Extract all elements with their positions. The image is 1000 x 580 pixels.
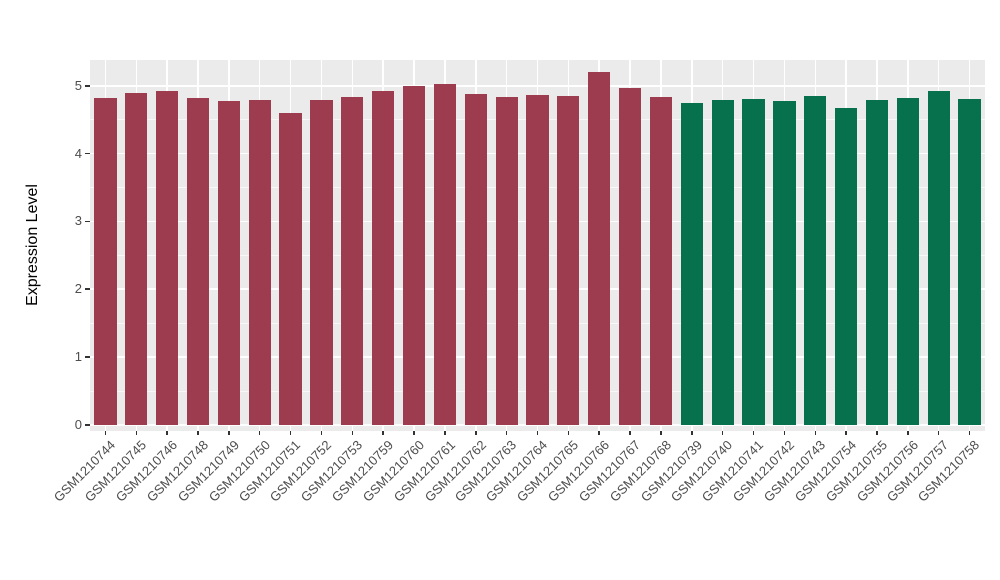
x-tick-mark — [907, 431, 909, 435]
x-tick-mark — [691, 431, 693, 435]
bar-GSM1210767 — [618, 87, 642, 425]
bar-GSM1210740 — [711, 100, 734, 425]
bar-GSM1210749 — [217, 101, 240, 425]
bar-GSM1210742 — [773, 101, 796, 425]
x-tick-mark — [536, 431, 539, 435]
y-tick-label: 3 — [74, 213, 82, 229]
x-tick-mark — [968, 431, 971, 435]
y-tick-mark — [85, 85, 90, 87]
bar-GSM1210750 — [248, 100, 271, 425]
y-tick-label: 1 — [74, 349, 82, 365]
x-tick-mark — [444, 431, 446, 435]
y-tick-mark — [85, 424, 90, 426]
x-tick-mark — [382, 431, 384, 435]
x-tick-mark — [814, 431, 816, 435]
x-tick-mark — [629, 431, 631, 435]
bar-GSM1210758 — [958, 98, 981, 425]
y-tick-label: 0 — [74, 416, 82, 432]
y-tick-label: 2 — [74, 281, 82, 297]
bar-GSM1210746 — [156, 91, 179, 425]
bar-GSM1210759 — [372, 90, 395, 425]
bar-GSM1210748 — [186, 97, 210, 425]
x-tick-mark — [228, 431, 230, 435]
y-tick-label: 5 — [74, 77, 82, 93]
bar-GSM1210762 — [464, 93, 487, 425]
x-tick-mark — [721, 431, 724, 435]
bar-GSM1210741 — [742, 99, 765, 425]
bar-GSM1210763 — [495, 96, 518, 425]
x-tick-mark — [320, 431, 323, 435]
bar-GSM1210765 — [557, 95, 580, 425]
bar-GSM1210744 — [94, 97, 117, 425]
bar-GSM1210757 — [927, 91, 950, 425]
x-tick-mark — [783, 431, 786, 435]
bar-GSM1210768 — [649, 96, 673, 425]
y-tick-mark — [85, 152, 90, 155]
bar-GSM1210760 — [402, 86, 426, 425]
bar-GSM1210754 — [835, 108, 858, 425]
x-tick-mark — [413, 431, 415, 435]
y-tick-mark — [85, 288, 90, 290]
bar-GSM1210766 — [588, 71, 611, 425]
bar-GSM1210745 — [125, 92, 148, 425]
x-tick-mark — [166, 431, 168, 435]
bar-GSM1210739 — [680, 103, 703, 425]
x-tick-mark — [598, 431, 600, 435]
y-tick-label: 4 — [74, 145, 82, 161]
x-tick-mark — [475, 431, 477, 435]
x-tick-mark — [845, 431, 847, 435]
bar-GSM1210761 — [433, 84, 457, 425]
y-tick-mark — [85, 220, 90, 223]
x-tick-mark — [104, 431, 107, 435]
bar-GSM1210743 — [804, 95, 827, 425]
x-tick-mark — [351, 431, 354, 435]
x-tick-mark — [135, 431, 138, 435]
x-tick-mark — [752, 431, 755, 435]
bar-GSM1210755 — [865, 100, 889, 425]
x-tick-mark — [505, 431, 508, 435]
x-tick-mark — [567, 431, 570, 435]
bar-GSM1210764 — [526, 95, 549, 425]
x-tick-mark — [660, 431, 662, 435]
y-tick-mark — [85, 356, 90, 358]
plot-panel — [90, 60, 985, 431]
x-tick-mark — [937, 431, 940, 435]
x-tick-mark — [289, 431, 292, 435]
bar-GSM1210752 — [310, 100, 333, 425]
x-tick-mark — [197, 431, 199, 435]
bar-GSM1210756 — [896, 97, 919, 425]
bar-GSM1210753 — [341, 96, 364, 425]
bar-GSM1210751 — [279, 112, 302, 425]
x-tick-mark — [258, 431, 261, 435]
x-tick-mark — [876, 431, 878, 435]
